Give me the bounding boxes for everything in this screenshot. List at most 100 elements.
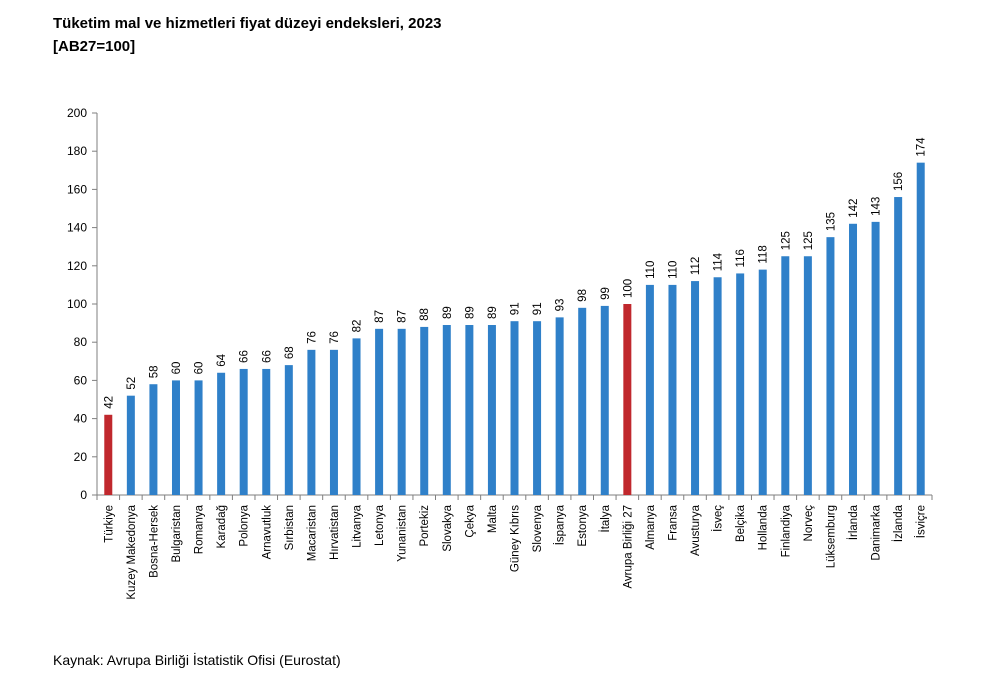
data-label: 60 <box>171 362 183 375</box>
data-label: 52 <box>126 377 138 390</box>
bar <box>510 321 519 495</box>
bar <box>262 368 271 495</box>
bar <box>623 304 632 495</box>
x-tick-label: Güney Kıbrıs <box>510 505 522 572</box>
bar <box>104 414 113 495</box>
data-label: 89 <box>442 306 454 319</box>
bar <box>600 305 609 495</box>
x-tick-label: Romanya <box>194 504 206 554</box>
data-label: 82 <box>352 320 364 333</box>
bar <box>916 162 925 495</box>
bar <box>307 349 316 495</box>
x-tick-label: Bulgaristan <box>171 505 183 563</box>
bar <box>826 237 835 495</box>
data-label: 89 <box>464 306 476 319</box>
bar <box>781 256 790 495</box>
bar <box>758 269 767 495</box>
bar <box>736 273 745 495</box>
x-tick-label: Hollanda <box>758 504 770 550</box>
bar <box>352 338 361 495</box>
data-label: 114 <box>713 252 725 271</box>
data-label: 143 <box>871 197 883 216</box>
chart-title: Tüketim mal ve hizmetleri fiyat düzeyi e… <box>53 15 442 32</box>
bar <box>487 325 496 495</box>
bar <box>442 325 451 495</box>
x-tick-label: İsviçre <box>915 505 928 538</box>
bar-chart: 0 20 40 60 80 100 120 140 160 180 200 42 Türkiye 52 Ku… <box>67 106 933 600</box>
data-label: 116 <box>735 249 747 267</box>
x-tick-label: İrlanda <box>847 504 860 540</box>
x-tick-label: Macaristan <box>306 505 318 561</box>
data-label: 64 <box>216 353 228 366</box>
bar <box>803 256 812 495</box>
bar <box>126 395 135 495</box>
x-tick-label: Yunanistan <box>397 505 409 562</box>
data-label: 88 <box>419 308 431 321</box>
bar <box>239 368 248 495</box>
data-label: 87 <box>374 310 386 323</box>
x-tick-label: Bosna-Hersek <box>148 505 160 578</box>
x-tick-label: Belçika <box>735 504 747 542</box>
y-tick-label: 100 <box>67 297 87 311</box>
x-tick-label: Polonya <box>239 504 251 546</box>
x-tick-label: Litvanya <box>352 504 364 547</box>
x-tick-label: Kuzey Makedonya <box>126 504 138 599</box>
data-label: 98 <box>577 289 589 302</box>
x-tick-label: Sırbistan <box>284 505 296 550</box>
y-tick-label: 200 <box>67 106 87 120</box>
data-label: 87 <box>397 310 409 323</box>
bar <box>849 223 858 495</box>
x-tick-label: Türkiye <box>103 505 115 543</box>
data-label: 60 <box>194 362 206 375</box>
bar <box>645 284 654 495</box>
data-label: 91 <box>510 302 522 315</box>
bar <box>397 328 406 495</box>
y-tick-label: 140 <box>67 221 87 235</box>
y-tick-label: 160 <box>67 182 87 196</box>
data-label: 142 <box>848 199 860 218</box>
data-label: 110 <box>667 261 679 279</box>
bar <box>871 221 880 495</box>
data-label: 93 <box>555 299 567 312</box>
x-tick-label: Lüksemburg <box>825 505 837 568</box>
bar <box>578 307 587 495</box>
bar <box>691 281 700 495</box>
bar <box>284 365 293 495</box>
x-tick-label: Avusturya <box>690 504 702 556</box>
data-label: 76 <box>306 331 318 344</box>
data-label: 112 <box>690 257 702 275</box>
x-tick-label: Fransa <box>667 504 679 540</box>
bar <box>555 317 564 495</box>
data-label: 68 <box>284 346 296 359</box>
x-tick-label: Danimarka <box>871 504 883 560</box>
x-tick-label: Portekiz <box>419 505 431 547</box>
y-tick-label: 40 <box>74 412 88 426</box>
x-tick-label: Estonya <box>577 504 589 546</box>
bar <box>668 284 677 495</box>
data-label: 100 <box>622 279 634 298</box>
x-tick-label: Slovakya <box>442 504 454 551</box>
x-tick-label: İsveç <box>712 505 725 532</box>
x-tick-label: Karadağ <box>216 505 228 548</box>
data-label: 89 <box>487 306 499 319</box>
bar <box>194 380 203 495</box>
bar <box>149 384 158 495</box>
data-label: 135 <box>825 212 837 231</box>
bar <box>894 197 903 496</box>
x-tick-label: Almanya <box>645 504 657 549</box>
source-note: Kaynak: Avrupa Birliği İstatistik Ofisi … <box>53 652 341 668</box>
data-label: 156 <box>893 172 905 191</box>
bar <box>217 372 226 495</box>
data-label: 66 <box>261 350 273 363</box>
y-tick-label: 0 <box>80 488 87 502</box>
x-tick-label: İzlanda <box>892 504 905 542</box>
bar <box>420 326 429 495</box>
x-tick-label: Avrupa Birliği 27 <box>622 505 634 589</box>
data-label: 42 <box>103 396 115 409</box>
data-label: 125 <box>803 231 815 250</box>
data-label: 76 <box>329 331 341 344</box>
data-label: 99 <box>600 287 612 300</box>
y-tick-label: 180 <box>67 144 87 158</box>
y-tick-label: 80 <box>74 335 88 349</box>
x-tick-label: Norveç <box>803 505 815 542</box>
